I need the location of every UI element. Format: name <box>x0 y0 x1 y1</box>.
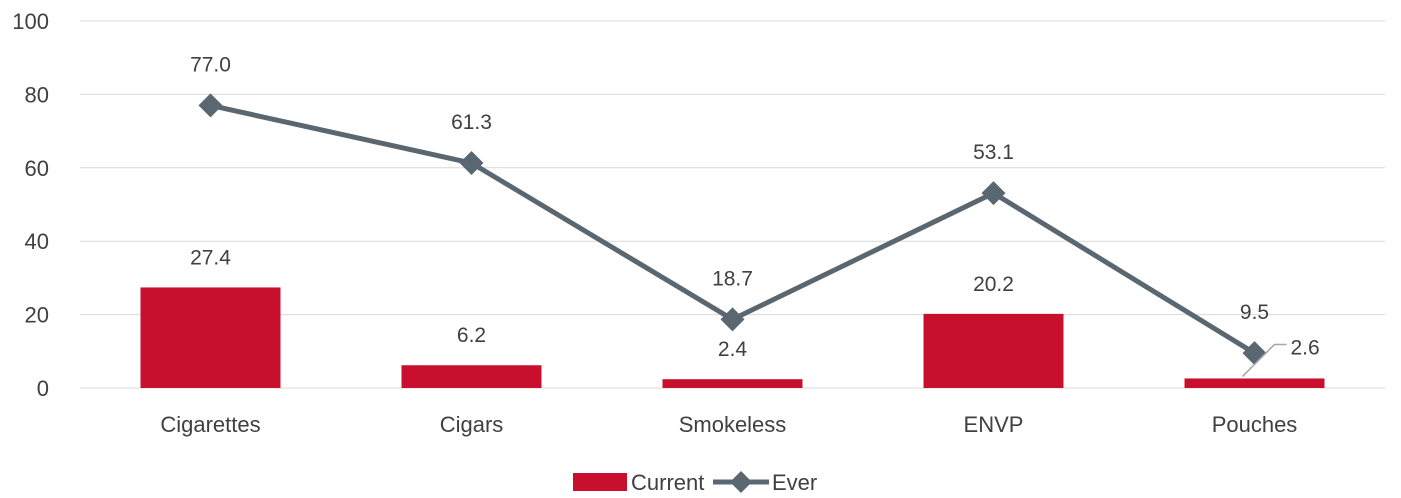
bar-current <box>662 379 803 388</box>
data-label-ever: 53.1 <box>973 141 1014 164</box>
y-tick-label: 100 <box>12 9 49 34</box>
marker-ever <box>459 151 484 176</box>
gridlines <box>80 20 1385 389</box>
bar-current <box>401 365 542 388</box>
data-label-ever: 77.0 <box>190 53 231 76</box>
y-tick-label: 40 <box>25 229 49 254</box>
legend-swatch-current <box>573 473 627 491</box>
y-tick-label: 20 <box>25 303 49 328</box>
y-tick-label: 0 <box>37 376 49 401</box>
y-tick-label: 60 <box>25 156 49 181</box>
marker-ever <box>981 181 1006 206</box>
category-label: ENVP <box>964 412 1024 437</box>
marker-ever <box>720 307 745 332</box>
category-label: Pouches <box>1212 412 1298 437</box>
data-label-current: 27.4 <box>190 246 231 269</box>
leader-line <box>1241 343 1287 377</box>
legend-diamond-ever-icon <box>730 471 752 493</box>
data-label-ever: 18.7 <box>712 267 753 290</box>
legend-label-current: Current <box>631 470 704 495</box>
data-label-ever: 61.3 <box>451 111 492 134</box>
category-label: Cigars <box>440 412 504 437</box>
legend: Current Ever <box>573 470 817 495</box>
legend-label-ever: Ever <box>772 470 817 495</box>
y-tick-label: 80 <box>25 82 49 107</box>
ever-line <box>198 93 1267 366</box>
data-label-ever: 9.5 <box>1240 301 1269 324</box>
category-label: Cigarettes <box>160 412 260 437</box>
x-axis-categories: Cigarettes Cigars Smokeless ENVP Pouches <box>160 412 1297 437</box>
marker-ever <box>198 93 223 118</box>
data-label-current: 2.6 <box>1291 336 1320 359</box>
y-axis-ticks: 0 20 40 60 80 100 <box>12 9 49 401</box>
bar-current <box>923 313 1064 388</box>
data-labels: 27.4 6.2 2.4 20.2 2.6 77.0 61.3 18.7 53.1 9.5 <box>190 53 1320 377</box>
category-label: Smokeless <box>679 412 787 437</box>
current-bars <box>140 287 1325 388</box>
data-label-current: 2.4 <box>718 338 748 361</box>
bar-current <box>140 287 281 388</box>
marker-ever <box>1242 341 1267 366</box>
data-label-current: 20.2 <box>973 273 1014 296</box>
bar-current <box>1184 378 1325 388</box>
data-label-current: 6.2 <box>457 324 486 347</box>
